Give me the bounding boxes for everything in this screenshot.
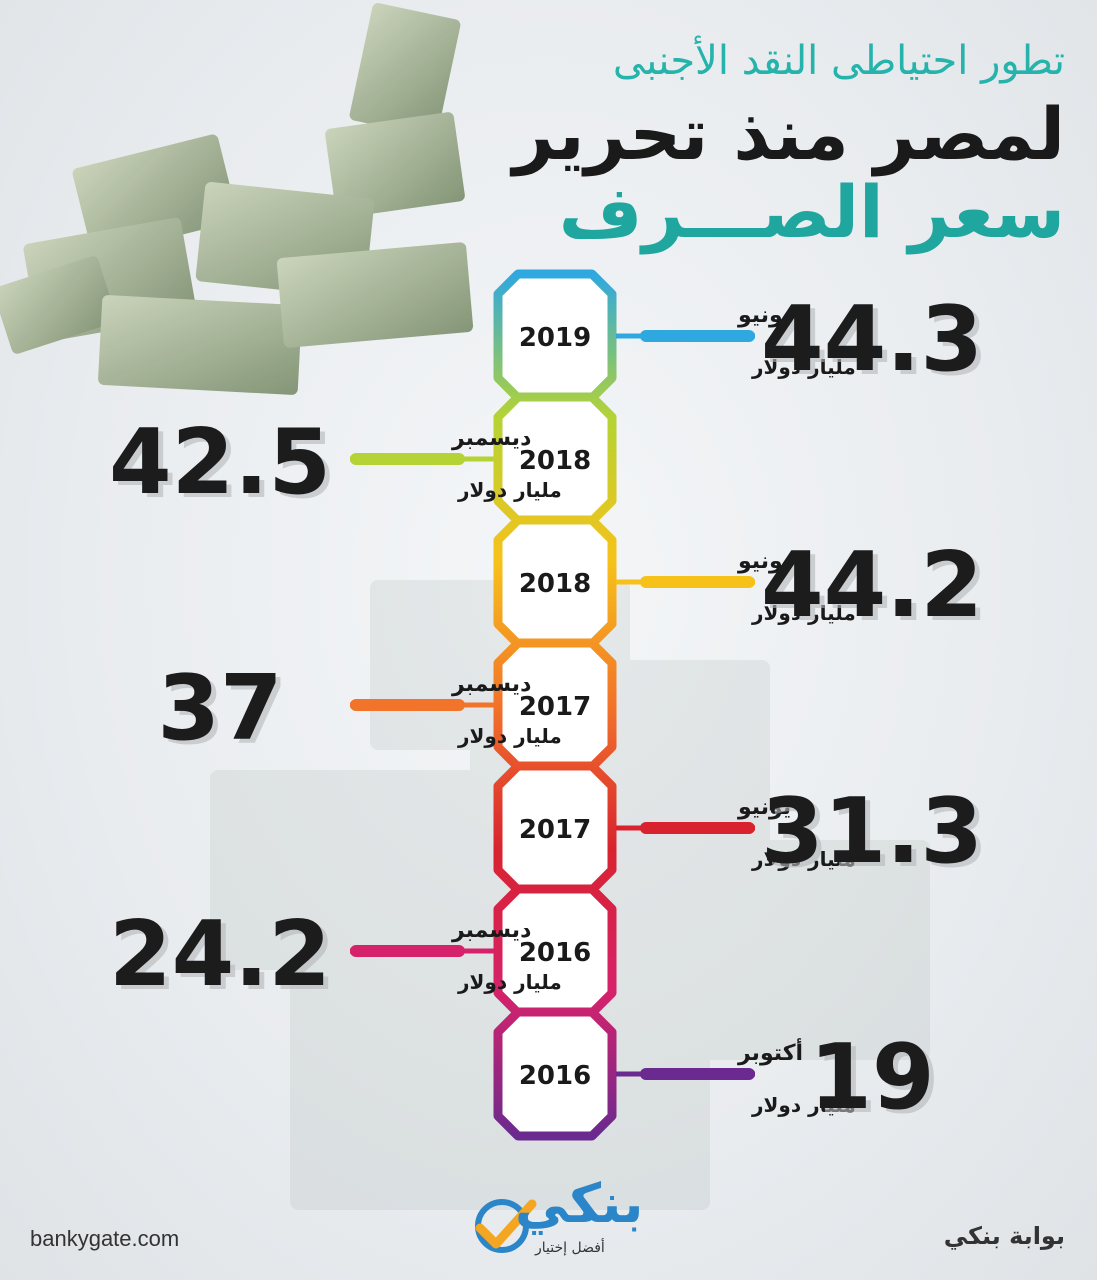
reserve-value: 24.2 (109, 902, 331, 1007)
unit-label: مليار دولار (457, 478, 562, 502)
unit-label: مليار دولار (457, 970, 562, 994)
unit-label: مليار دولار (751, 355, 856, 379)
value-shadow: 37 (162, 660, 287, 765)
reserve-value: 42.5 (109, 410, 331, 515)
title-line-3: سعر الصـــرف (558, 170, 1065, 254)
month-bar (640, 822, 755, 834)
reserve-value: 44.3 (761, 287, 983, 392)
value-shadow: 24.2 (114, 906, 336, 1011)
value-shadow: 44.3 (766, 291, 988, 396)
month-label: ديسمبر (451, 426, 531, 451)
money-stack-illustration (0, 3, 474, 395)
unit-label: مليار دولار (457, 724, 562, 748)
month-bar (640, 330, 755, 342)
year-label: 2016 (519, 1061, 591, 1091)
unit-label: مليار دولار (751, 601, 856, 625)
title-line-2: لمصر منذ تحرير (512, 92, 1065, 176)
month-label: يونيو (737, 795, 791, 820)
year-label: 2017 (519, 692, 591, 722)
month-bar (350, 945, 465, 957)
month-bar (640, 1068, 755, 1080)
timeline-hexagon (493, 1007, 617, 1141)
logo-word: بنكي (515, 1172, 644, 1235)
month-label: ديسمبر (451, 672, 531, 697)
month-label: يونيو (737, 303, 791, 328)
website-url: bankygate.com (30, 1226, 180, 1251)
year-label: 2018 (519, 569, 591, 599)
reserve-value: 19 (809, 1025, 934, 1130)
check-logo-icon (475, 1199, 537, 1253)
title-line-1: تطور احتياطى النقد الأجنبى (612, 38, 1065, 84)
reserve-value: 37 (157, 656, 282, 761)
reserve-value: 44.2 (761, 533, 983, 638)
value-shadow: 31.3 (766, 783, 988, 888)
logo-tagline: أفضل إختيار (535, 1240, 605, 1256)
month-bar (640, 576, 755, 588)
year-label: 2016 (519, 938, 591, 968)
brand-name: بوابة بنكي (943, 1222, 1065, 1250)
month-label: أكتوبر (737, 1037, 803, 1066)
month-bar (350, 453, 465, 465)
year-label: 2018 (519, 446, 591, 476)
month-label: ديسمبر (451, 918, 531, 943)
year-label: 2019 (519, 323, 591, 353)
unit-label: مليار دولار (751, 1093, 856, 1117)
value-shadow: 44.2 (766, 537, 988, 642)
value-shadow: 42.5 (114, 414, 336, 519)
value-shadow: 19 (814, 1029, 939, 1134)
reserve-value: 31.3 (761, 779, 983, 884)
month-label: يونيو (737, 549, 791, 574)
month-bar (350, 699, 465, 711)
unit-label: مليار دولار (751, 847, 856, 871)
year-label: 2017 (519, 815, 591, 845)
